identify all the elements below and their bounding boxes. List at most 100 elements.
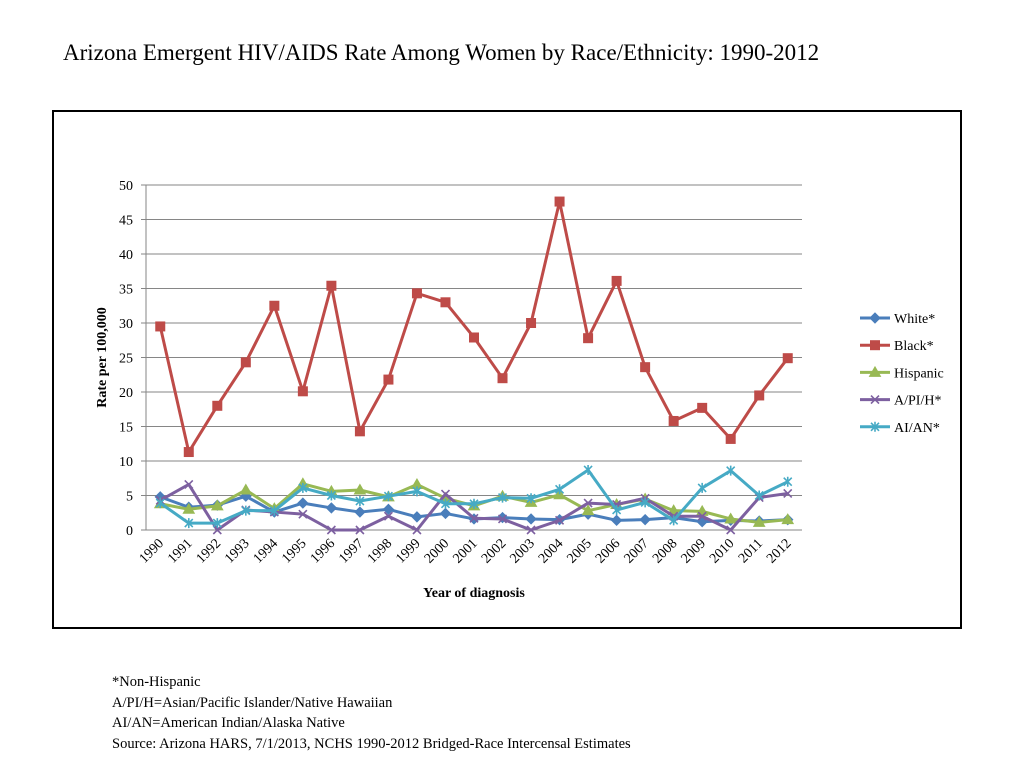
x-tick-label: 1990 (137, 536, 167, 566)
y-tick-label: 45 (119, 214, 133, 229)
x-tick-label: 2001 (450, 536, 480, 566)
data-point (525, 513, 537, 525)
data-point (526, 493, 536, 504)
y-tick-label: 0 (126, 524, 133, 539)
data-point (182, 502, 196, 514)
data-point (440, 489, 451, 499)
y-tick-label: 20 (119, 386, 133, 401)
y-tick-label: 35 (119, 283, 133, 298)
data-point (325, 502, 338, 514)
data-point (353, 483, 367, 495)
x-axis-title: Year of diagnosis (423, 586, 525, 601)
y-tick-label: 5 (126, 490, 133, 505)
x-tick-label: 2006 (593, 536, 623, 566)
data-point (783, 476, 793, 487)
data-point (326, 490, 336, 501)
x-tick-label: 2004 (536, 536, 566, 566)
data-point (212, 518, 222, 529)
data-point (439, 507, 452, 520)
legend-item: AI/AN* (860, 421, 940, 436)
data-point (752, 515, 766, 527)
data-point (526, 525, 536, 535)
data-point (269, 300, 280, 311)
data-point (781, 513, 795, 525)
data-point (726, 465, 736, 476)
data-point (297, 497, 309, 509)
data-point (554, 484, 565, 495)
data-point (383, 374, 394, 385)
series-aian (155, 464, 793, 529)
data-point (383, 511, 394, 521)
data-point (210, 499, 224, 511)
data-point (469, 513, 479, 523)
data-point (355, 525, 365, 535)
slide-title: Arizona Emergent HIV/AIDS Rate Among Wom… (63, 40, 820, 65)
data-point (581, 504, 595, 516)
data-point (241, 505, 251, 516)
x-tick-label: 1998 (365, 536, 395, 566)
data-point (497, 514, 508, 524)
data-point (184, 479, 194, 490)
data-point (440, 297, 451, 308)
data-point (725, 433, 736, 444)
x-tick-label: 2009 (679, 536, 709, 566)
legend-marker (869, 312, 881, 324)
data-point (184, 518, 194, 529)
data-point (611, 275, 622, 286)
footnote-apih: A/PI/H=Asian/Pacific Islander/Native Haw… (112, 694, 393, 711)
data-point (697, 511, 707, 521)
data-point (298, 482, 308, 493)
data-point (326, 525, 336, 535)
legend-label: White* (894, 312, 935, 327)
data-point (155, 321, 166, 332)
y-tick-label: 10 (119, 455, 133, 470)
x-tick-label: 1995 (279, 536, 309, 566)
x-tick-label: 1993 (222, 536, 252, 566)
data-point (183, 447, 194, 458)
data-point (412, 486, 422, 497)
legend-item: Hispanic (860, 365, 944, 381)
footnote-source: Source: Arizona HARS, 7/1/2013, NCHS 199… (112, 735, 631, 752)
x-tick-label: 1999 (393, 536, 423, 566)
data-point (583, 464, 593, 475)
data-point (754, 490, 764, 501)
x-tick-label: 2008 (650, 536, 680, 566)
data-point (697, 402, 708, 413)
y-tick-label: 25 (119, 352, 133, 367)
line-chart: 0 5 10 15 20 25 30 35 40 45 50 19901991199219931994… (95, 179, 944, 601)
x-tick-label: 1991 (165, 536, 195, 566)
data-point (497, 492, 508, 503)
data-point (554, 515, 565, 525)
series-black (155, 196, 793, 458)
series-line (158, 200, 789, 454)
y-tick-label: 50 (119, 179, 133, 194)
legend-item: White* (860, 312, 935, 327)
x-tick-label: 2002 (479, 536, 509, 566)
data-point (668, 415, 679, 426)
data-point (583, 498, 593, 508)
legend-marker (868, 365, 882, 377)
axes: 0 5 10 15 20 25 30 35 40 45 50 19901991199219931994… (95, 179, 802, 601)
data-point (297, 386, 308, 397)
x-tick-label: 2011 (736, 536, 766, 566)
x-tick-label: 2000 (422, 536, 452, 566)
data-point (383, 491, 394, 502)
legend-label: Black* (894, 339, 934, 354)
chart-frame: 0 5 10 15 20 25 30 35 40 45 50 1990 1991 1992 1993 1994… (52, 110, 962, 629)
series-lines (153, 196, 795, 535)
data-point (610, 514, 623, 527)
data-point (240, 357, 251, 368)
gridlines (146, 184, 802, 496)
x-tick-label: 2003 (507, 536, 537, 566)
data-point (326, 280, 337, 291)
x-tick-label: 2005 (565, 536, 595, 566)
footnote-aian: AI/AN=American Indian/Alaska Native (112, 715, 345, 731)
data-point (212, 400, 223, 411)
legend-marker (870, 421, 880, 432)
data-point (469, 332, 479, 343)
data-point (724, 512, 738, 524)
legend-label: AI/AN* (894, 421, 940, 436)
data-point (440, 498, 451, 509)
data-point (497, 373, 508, 384)
legend-item: A/PI/H* (860, 394, 941, 409)
